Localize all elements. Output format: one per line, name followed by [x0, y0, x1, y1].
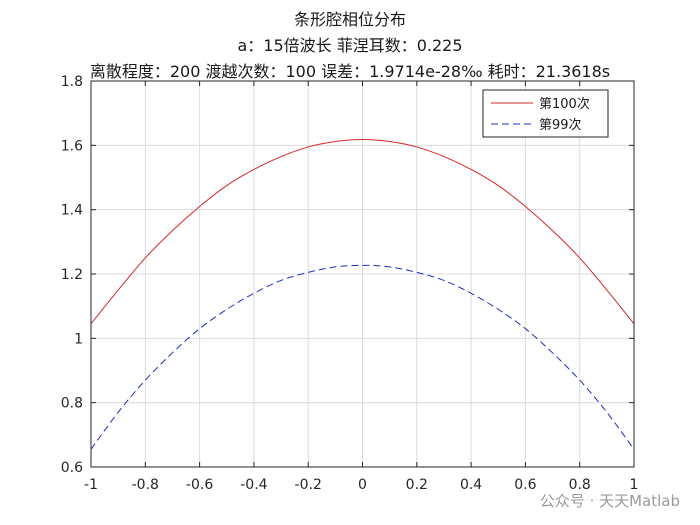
y-tick-label: 1.4: [61, 203, 83, 219]
x-tick-label: -0.8: [132, 477, 159, 493]
x-tick-label: 0: [358, 477, 367, 493]
legend-label-1: 第100次: [539, 96, 590, 112]
watermark-text: 公众号 · 天天Matlab: [539, 492, 680, 510]
x-tick-label: -0.4: [240, 477, 267, 493]
y-tick-label: 1.2: [61, 267, 83, 283]
x-tick-label: 0.6: [514, 477, 536, 493]
x-tick-label: 0.2: [406, 477, 428, 493]
x-tick-label: 0.8: [569, 477, 591, 493]
x-tick-label: -0.6: [186, 477, 213, 493]
x-tick-label: -1: [84, 477, 98, 493]
x-tick-label: -0.2: [295, 477, 322, 493]
x-tick-label: 0.4: [460, 477, 482, 493]
legend-label-2: 第99次: [539, 117, 582, 133]
legend-box: [482, 89, 609, 138]
y-tick-label: 1.6: [61, 138, 83, 154]
y-tick-label: 0.8: [61, 396, 83, 412]
x-tick-label: 1: [630, 477, 639, 493]
axes-box: [90, 80, 635, 468]
series-line-1: [90, 139, 635, 325]
chart-title: 条形腔相位分布: [293, 10, 406, 29]
y-tick-label: 1: [74, 331, 83, 347]
chart-subtitle-params: a：15倍波长 菲涅耳数：0.225: [237, 36, 463, 55]
chart-subtitle-stats: 离散程度：200 渡越次数：100 误差：1.9714e-28‰ 耗时：21.3…: [89, 62, 611, 81]
series-line-2: [90, 264, 635, 450]
y-tick-label: 0.6: [61, 460, 83, 476]
y-tick-label: 1.8: [61, 74, 83, 90]
